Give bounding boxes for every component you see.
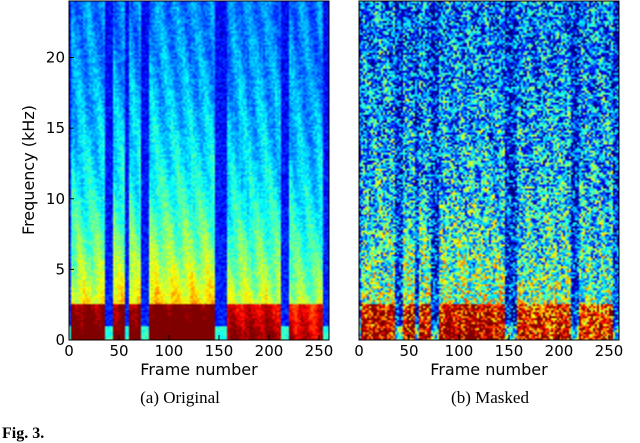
- panel-masked: 0 50 100 150 200 250 Frame number (b) Masked: [354, 0, 623, 407]
- y-axis-label: Frequency (kHz): [19, 105, 38, 235]
- figure-footer-text: Fig. 3.: [2, 425, 44, 442]
- axes-frame-original: [68, 0, 330, 341]
- x-tick-label-original: 100: [155, 342, 184, 360]
- y-tick-label-original: 20: [46, 49, 65, 67]
- x-tick-label-original: 250: [305, 342, 334, 360]
- x-tick-label-original: 0: [64, 342, 74, 360]
- x-tick-label-masked: 100: [445, 342, 474, 360]
- caption-original: (a) Original: [140, 388, 220, 407]
- axes-frame-masked: [358, 0, 620, 341]
- ticks-original: 0 50 100 150 200 250 0 5 10 15 20: [46, 49, 333, 361]
- x-tick-label-masked: 50: [399, 342, 418, 360]
- spectrogram-original: [69, 1, 329, 340]
- y-tick-label-original: 5: [55, 260, 65, 278]
- x-tick-label-original: 50: [109, 342, 128, 360]
- x-tick-label-original: 150: [205, 342, 234, 360]
- x-axis-label-masked: Frame number: [430, 360, 548, 379]
- x-axis-label-original: Frame number: [140, 360, 258, 379]
- x-tick-label-masked: 150: [495, 342, 524, 360]
- panel-original: 0 50 100 150 200 250 0 5 10 15 20 Frame number Fre…: [19, 0, 333, 407]
- y-tick-label-original: 10: [46, 190, 65, 208]
- y-tick-label-original: 15: [46, 119, 65, 137]
- y-tick-label-original: 0: [55, 331, 65, 349]
- ticks-masked: 0 50 100 150 200 250: [354, 335, 623, 360]
- x-tick-label-original: 200: [255, 342, 284, 360]
- x-tick-label-masked: 250: [595, 342, 624, 360]
- x-tick-label-masked: 200: [545, 342, 574, 360]
- caption-masked: (b) Masked: [451, 388, 529, 407]
- spectrogram-masked: [359, 1, 619, 340]
- x-tick-label-masked: 0: [354, 342, 364, 360]
